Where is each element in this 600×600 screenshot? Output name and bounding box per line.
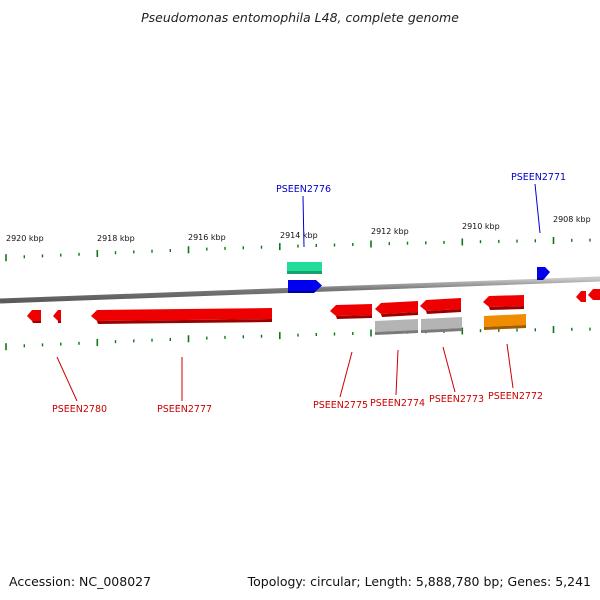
scale-label-2914: 2914 kbp [280,231,318,240]
orange-feature-pseen2772[interactable] [484,314,526,330]
scale-label-2916: 2916 kbp [188,233,226,242]
gene-label-pseen2772[interactable]: PSEEN2772 [488,391,543,402]
accession-label: Accession: NC_008027 [9,574,152,589]
label-leaders [56,183,541,402]
gene-label-pseen2775[interactable]: PSEEN2775 [313,400,368,411]
gene-label-pseen2773[interactable]: PSEEN2773 [429,394,484,405]
gene-pseen2775[interactable] [330,304,372,319]
gene-pseen2773[interactable] [420,298,461,314]
gene-pseen2780[interactable] [53,310,61,323]
scale-ticks-inner [5,326,591,351]
forward-strand-features [287,262,550,293]
gene-pseen2774[interactable] [375,301,418,317]
gene-label-pseen2774[interactable]: PSEEN2774 [370,398,425,409]
scale-label-2920: 2920 kbp [6,234,44,243]
scale-label-2908: 2908 kbp [553,215,591,224]
map-title: Pseudomonas entomophila L48, complete ge… [141,10,459,25]
gene-small-1[interactable] [27,310,41,323]
grey-feature-pseen2773[interactable] [421,317,462,333]
scale-label-2910: 2910 kbp [462,222,500,231]
gene-edge-2[interactable] [588,289,600,300]
gene-label-pseen2771[interactable]: PSEEN2771 [511,172,566,183]
gene-label-pseen2777[interactable]: PSEEN2777 [157,404,212,415]
gene-edge-1[interactable] [576,291,586,302]
gene-label-pseen2780[interactable]: PSEEN2780 [52,404,107,415]
gene-labels: PSEEN2776 PSEEN2771 PSEEN2780 PSEEN2777 … [52,172,566,415]
rna-feature-pseen2776-region[interactable] [287,262,322,274]
gene-pseen2777[interactable] [91,308,272,324]
gene-pseen2772[interactable] [483,295,524,310]
scale-ticks-outer [5,237,591,262]
scale-label-2912: 2912 kbp [371,227,409,236]
scale-labels: 2920 kbp 2918 kbp 2916 kbp 2914 kbp 2912… [6,215,591,243]
gene-pseen2776[interactable] [288,280,322,293]
genome-summary: Topology: circular; Length: 5,888,780 bp… [247,574,591,589]
reverse-strand-features [27,289,600,335]
gene-pseen2771[interactable] [537,267,550,280]
grey-feature-pseen2774[interactable] [375,319,418,335]
gene-label-pseen2776[interactable]: PSEEN2776 [276,184,331,195]
scale-label-2918: 2918 kbp [97,234,135,243]
